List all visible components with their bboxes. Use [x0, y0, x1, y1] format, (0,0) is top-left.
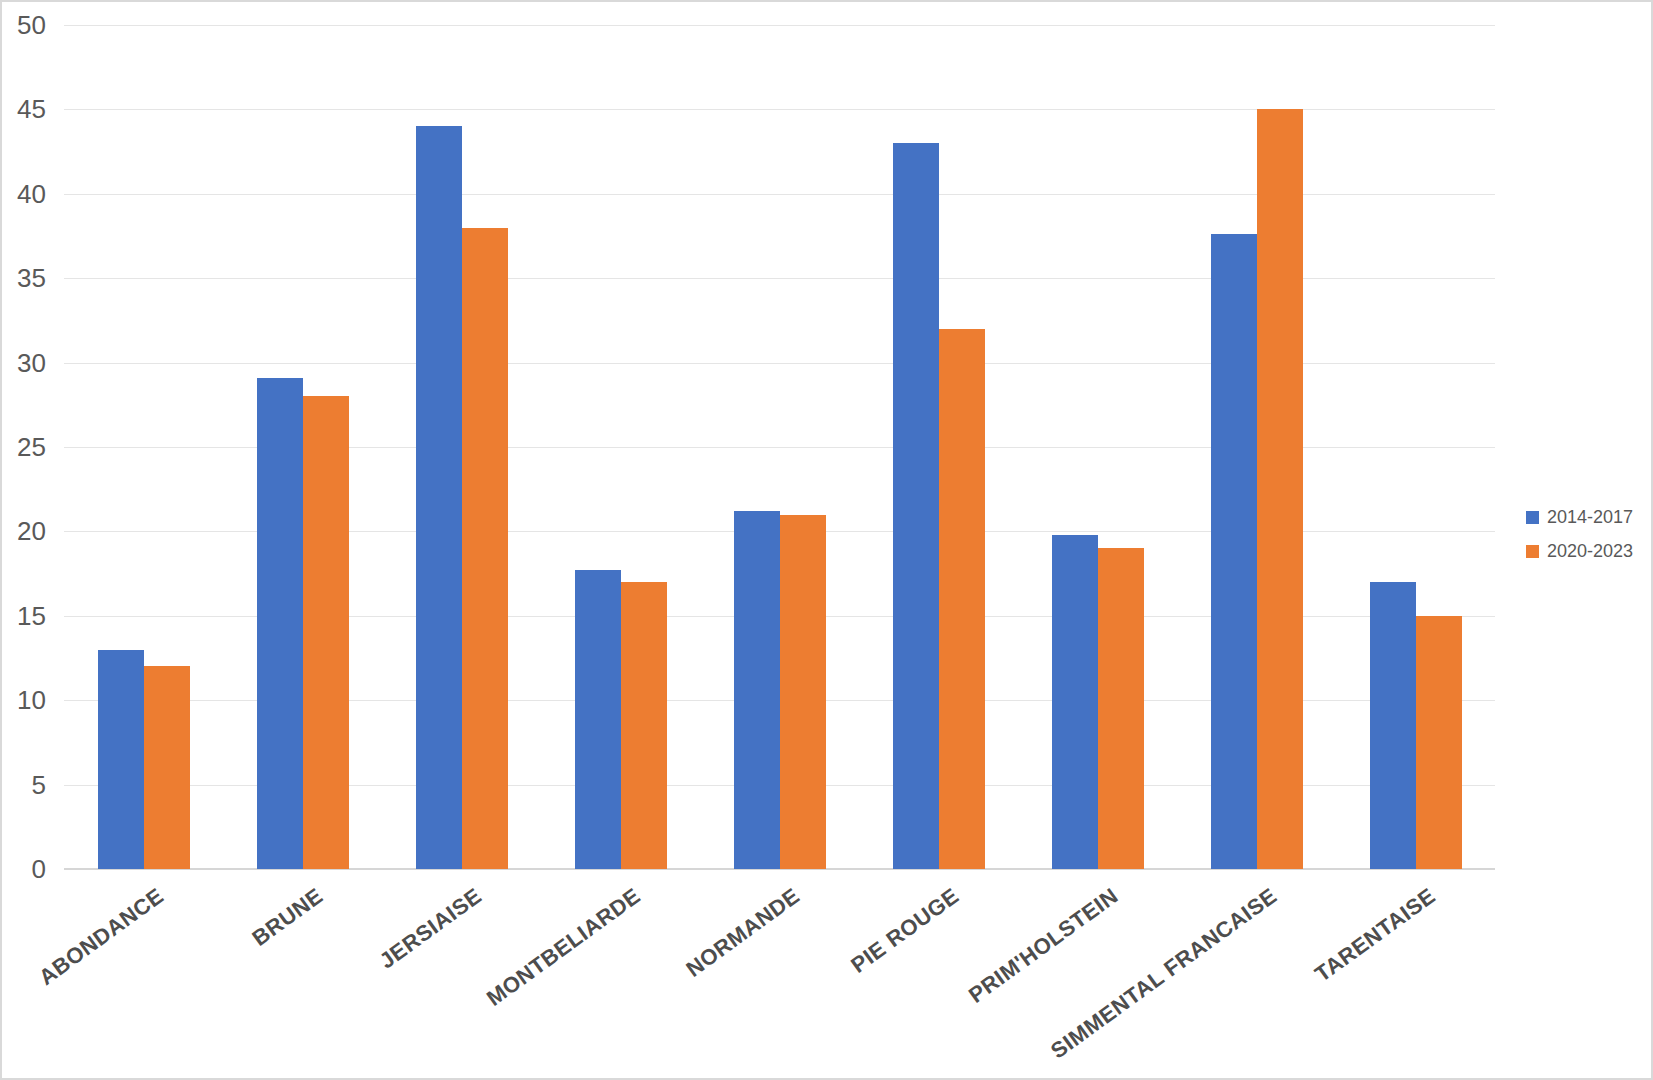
y-tick-label: 30 — [2, 350, 46, 376]
y-tick-label: 15 — [2, 603, 46, 629]
category-label: JERSIAISE — [375, 883, 487, 974]
category-label: BRUNE — [247, 883, 328, 951]
y-tick-label: 40 — [2, 181, 46, 207]
bar-2020-2023 — [303, 396, 349, 869]
bar-2014-2017 — [575, 570, 621, 869]
x-axis: ABONDANCEBRUNEJERSIAISEMONTBELIARDENORMA… — [64, 883, 1495, 1078]
bar-2014-2017 — [1370, 582, 1416, 869]
bar-2014-2017 — [257, 378, 303, 869]
bar-2014-2017 — [1211, 234, 1257, 869]
bar-2020-2023 — [939, 329, 985, 869]
legend-swatch-icon — [1526, 511, 1539, 524]
bar-group-tarentaise — [1336, 25, 1495, 869]
bar-group-brune — [223, 25, 382, 869]
y-tick-label: 35 — [2, 265, 46, 291]
plot-area — [64, 25, 1495, 869]
y-tick-label: 0 — [2, 856, 46, 882]
bar-2020-2023 — [621, 582, 667, 869]
y-tick-label: 5 — [2, 772, 46, 798]
bar-2020-2023 — [144, 666, 190, 869]
bar-group-pie-rouge — [859, 25, 1018, 869]
bar-2014-2017 — [1052, 535, 1098, 869]
category-label: NORMANDE — [681, 883, 804, 983]
bar-2014-2017 — [893, 143, 939, 869]
category-label: TARENTAISE — [1310, 883, 1440, 988]
bar-2014-2017 — [734, 511, 780, 869]
y-tick-label: 45 — [2, 96, 46, 122]
bar-group-jersiaise — [382, 25, 541, 869]
y-tick-label: 50 — [2, 12, 46, 38]
bar-2020-2023 — [462, 228, 508, 869]
legend-swatch-icon — [1526, 545, 1539, 558]
bar-2014-2017 — [98, 650, 144, 869]
legend-label: 2020-2023 — [1547, 541, 1633, 561]
legend-item: 2020-2023 — [1526, 541, 1633, 561]
bar-2014-2017 — [416, 126, 462, 869]
bar-2020-2023 — [780, 515, 826, 869]
bar-chart: 0 5 10 15 20 25 30 35 40 45 50 ABONDANCE BRUNE JERSI… — [0, 0, 1653, 1080]
y-axis: 05101520253035404550 — [2, 25, 46, 869]
category-label: PIE ROUGE — [846, 883, 964, 979]
bar-group-normande — [700, 25, 859, 869]
bar-group-montbeliarde — [541, 25, 700, 869]
legend: 2014-2017 2020-2023 — [1526, 507, 1633, 561]
category-label: ABONDANCE — [34, 883, 169, 991]
legend-label: 2014-2017 — [1547, 507, 1633, 527]
bar-2020-2023 — [1098, 548, 1144, 869]
bar-group-prim-holstein — [1018, 25, 1177, 869]
legend-item: 2014-2017 — [1526, 507, 1633, 527]
bar-2020-2023 — [1257, 109, 1303, 869]
category-label: MONTBELIARDE — [482, 883, 646, 1012]
bar-2020-2023 — [1416, 616, 1462, 869]
y-tick-label: 10 — [2, 687, 46, 713]
y-tick-label: 25 — [2, 434, 46, 460]
category-label: PRIM'HOLSTEIN — [964, 883, 1123, 1009]
bar-group-abondance — [64, 25, 223, 869]
y-tick-label: 20 — [2, 518, 46, 544]
bar-group-simmental-francaise — [1177, 25, 1336, 869]
